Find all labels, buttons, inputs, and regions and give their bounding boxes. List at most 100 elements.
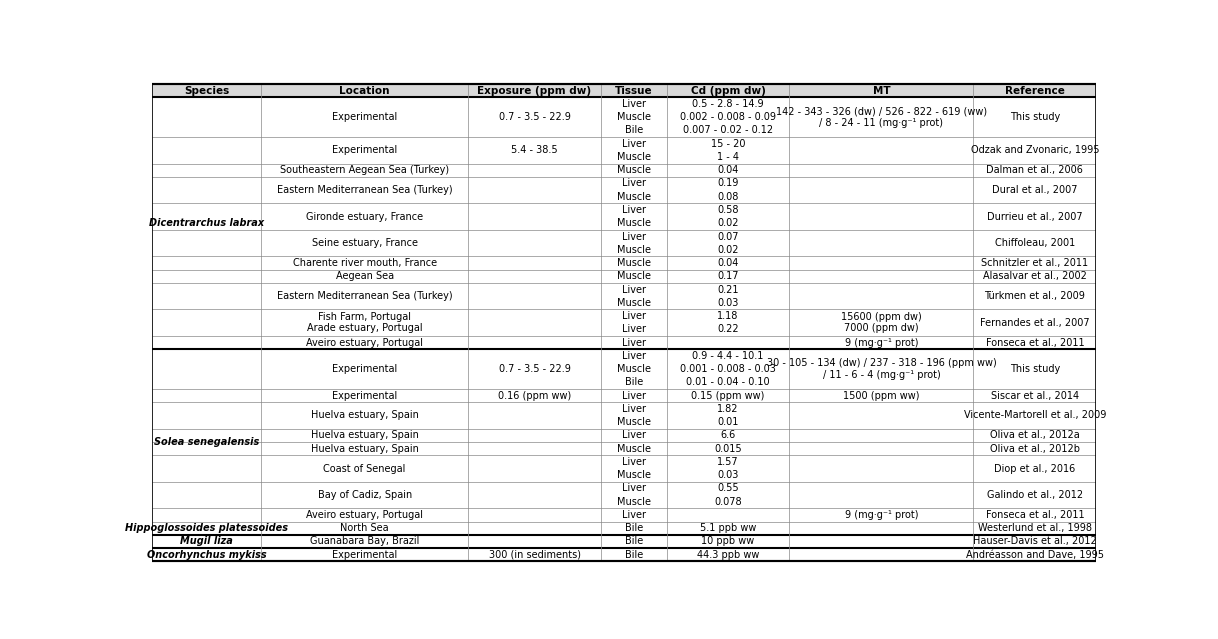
Text: Muscle: Muscle <box>616 470 650 480</box>
Text: 0.03: 0.03 <box>717 470 739 480</box>
Text: Siscar et al., 2014: Siscar et al., 2014 <box>990 390 1079 401</box>
Bar <box>152 429 1096 442</box>
Text: 0.07: 0.07 <box>717 231 739 242</box>
Text: 1.82: 1.82 <box>717 404 739 414</box>
Bar <box>152 482 1096 508</box>
Bar <box>152 230 1096 256</box>
Text: 0.02: 0.02 <box>717 219 739 228</box>
Text: Experimental: Experimental <box>333 112 397 122</box>
Bar <box>152 508 1096 521</box>
Text: Westerlund et al., 1998: Westerlund et al., 1998 <box>978 523 1091 533</box>
Text: Charente river mouth, France: Charente river mouth, France <box>292 258 437 268</box>
Text: Solea senegalensis: Solea senegalensis <box>153 437 259 447</box>
Text: Liver: Liver <box>621 205 646 215</box>
Text: Oliva et al., 2012a: Oliva et al., 2012a <box>990 431 1079 440</box>
Text: Liver: Liver <box>621 99 646 109</box>
Bar <box>152 442 1096 455</box>
Text: Reference: Reference <box>1005 86 1065 96</box>
Text: MT: MT <box>872 86 890 96</box>
Text: 1.57: 1.57 <box>717 457 739 467</box>
Text: Muscle: Muscle <box>616 245 650 255</box>
Text: 0.22: 0.22 <box>717 325 739 334</box>
Text: Cd (ppm dw): Cd (ppm dw) <box>691 86 765 96</box>
Text: 0.55: 0.55 <box>717 484 739 493</box>
Text: 0.04: 0.04 <box>717 258 739 268</box>
Text: Liver: Liver <box>621 139 646 149</box>
Bar <box>152 177 1096 203</box>
Bar <box>152 309 1096 336</box>
Text: Liver: Liver <box>621 351 646 361</box>
Text: Huelva estuary, Spain: Huelva estuary, Spain <box>311 431 419 440</box>
Text: 0.04: 0.04 <box>717 166 739 175</box>
Text: Aveiro estuary, Portugal: Aveiro estuary, Portugal <box>306 510 423 520</box>
Bar <box>152 455 1096 482</box>
Text: 9 (mg·g⁻¹ prot): 9 (mg·g⁻¹ prot) <box>845 337 918 348</box>
Text: Liver: Liver <box>621 311 646 321</box>
Text: 44.3 ppb ww: 44.3 ppb ww <box>697 550 759 560</box>
Text: Aegean Sea: Aegean Sea <box>336 272 393 281</box>
Text: Alasalvar et al., 2002: Alasalvar et al., 2002 <box>983 272 1086 281</box>
Text: Liver: Liver <box>621 284 646 295</box>
Text: 0.15 (ppm ww): 0.15 (ppm ww) <box>692 390 765 401</box>
Text: Muscle: Muscle <box>616 298 650 308</box>
Text: 15600 (ppm dw)
7000 (ppm dw): 15600 (ppm dw) 7000 (ppm dw) <box>842 312 922 334</box>
Text: Liver: Liver <box>621 457 646 467</box>
Text: Experimental: Experimental <box>333 390 397 401</box>
Text: Muscle: Muscle <box>616 152 650 162</box>
Text: 0.02: 0.02 <box>717 245 739 255</box>
Text: 0.17: 0.17 <box>717 272 739 281</box>
Text: Oliva et al., 2012b: Oliva et al., 2012b <box>990 443 1080 454</box>
Bar <box>152 521 1096 535</box>
Text: Exposure (ppm dw): Exposure (ppm dw) <box>477 86 592 96</box>
Text: Eastern Mediterranean Sea (Turkey): Eastern Mediterranean Sea (Turkey) <box>276 185 452 195</box>
Bar <box>152 349 1096 389</box>
Bar <box>152 97 1096 137</box>
Text: Liver: Liver <box>621 510 646 520</box>
Text: 0.16 (ppm ww): 0.16 (ppm ww) <box>498 390 571 401</box>
Text: Liver: Liver <box>621 431 646 440</box>
Text: Liver: Liver <box>621 178 646 189</box>
Text: 15 - 20: 15 - 20 <box>711 139 745 149</box>
Text: 1 - 4: 1 - 4 <box>717 152 739 162</box>
Text: Muscle: Muscle <box>616 112 650 122</box>
Text: Coast of Senegal: Coast of Senegal <box>324 463 406 473</box>
Text: 5.4 - 38.5: 5.4 - 38.5 <box>512 145 558 155</box>
Bar <box>152 535 1096 548</box>
Bar <box>152 270 1096 283</box>
Text: 0.015: 0.015 <box>714 443 742 454</box>
Text: Dicentrarchus labrax: Dicentrarchus labrax <box>149 219 264 228</box>
Bar <box>152 389 1096 402</box>
Text: Aveiro estuary, Portugal: Aveiro estuary, Portugal <box>306 337 423 348</box>
Text: Mugil liza: Mugil liza <box>180 537 233 546</box>
Text: 0.08: 0.08 <box>717 192 739 202</box>
Text: 300 (in sediments): 300 (in sediments) <box>488 550 581 560</box>
Text: 1500 (ppm ww): 1500 (ppm ww) <box>843 390 920 401</box>
Text: Muscle: Muscle <box>616 364 650 374</box>
Text: 0.9 - 4.4 - 10.1: 0.9 - 4.4 - 10.1 <box>692 351 764 361</box>
Text: Liver: Liver <box>621 484 646 493</box>
Text: 0.03: 0.03 <box>717 298 739 308</box>
Text: Liver: Liver <box>621 231 646 242</box>
Text: 10 ppb ww: 10 ppb ww <box>702 537 755 546</box>
Text: This study: This study <box>1010 364 1060 374</box>
Bar <box>152 203 1096 230</box>
Text: 0.7 - 3.5 - 22.9: 0.7 - 3.5 - 22.9 <box>498 112 570 122</box>
Text: Oncorhynchus mykiss: Oncorhynchus mykiss <box>146 550 267 560</box>
Text: Location: Location <box>340 86 390 96</box>
Text: Species: Species <box>184 86 229 96</box>
Text: Bile: Bile <box>625 550 643 560</box>
Text: Fonseca et al., 2011: Fonseca et al., 2011 <box>985 510 1084 520</box>
Bar <box>152 283 1096 309</box>
Text: Dural et al., 2007: Dural et al., 2007 <box>993 185 1078 195</box>
Text: 0.078: 0.078 <box>714 497 742 507</box>
Text: 0.002 - 0.008 - 0.09: 0.002 - 0.008 - 0.09 <box>680 112 776 122</box>
Text: North Sea: North Sea <box>340 523 389 533</box>
Text: Fernandes et al., 2007: Fernandes et al., 2007 <box>980 318 1090 328</box>
Text: This study: This study <box>1010 112 1060 122</box>
Text: 5.1 ppb ww: 5.1 ppb ww <box>700 523 756 533</box>
Text: Liver: Liver <box>621 325 646 334</box>
Text: Experimental: Experimental <box>333 145 397 155</box>
Text: 9 (mg·g⁻¹ prot): 9 (mg·g⁻¹ prot) <box>845 510 918 520</box>
Text: Bay of Cadiz, Spain: Bay of Cadiz, Spain <box>318 490 412 500</box>
Bar <box>152 164 1096 177</box>
